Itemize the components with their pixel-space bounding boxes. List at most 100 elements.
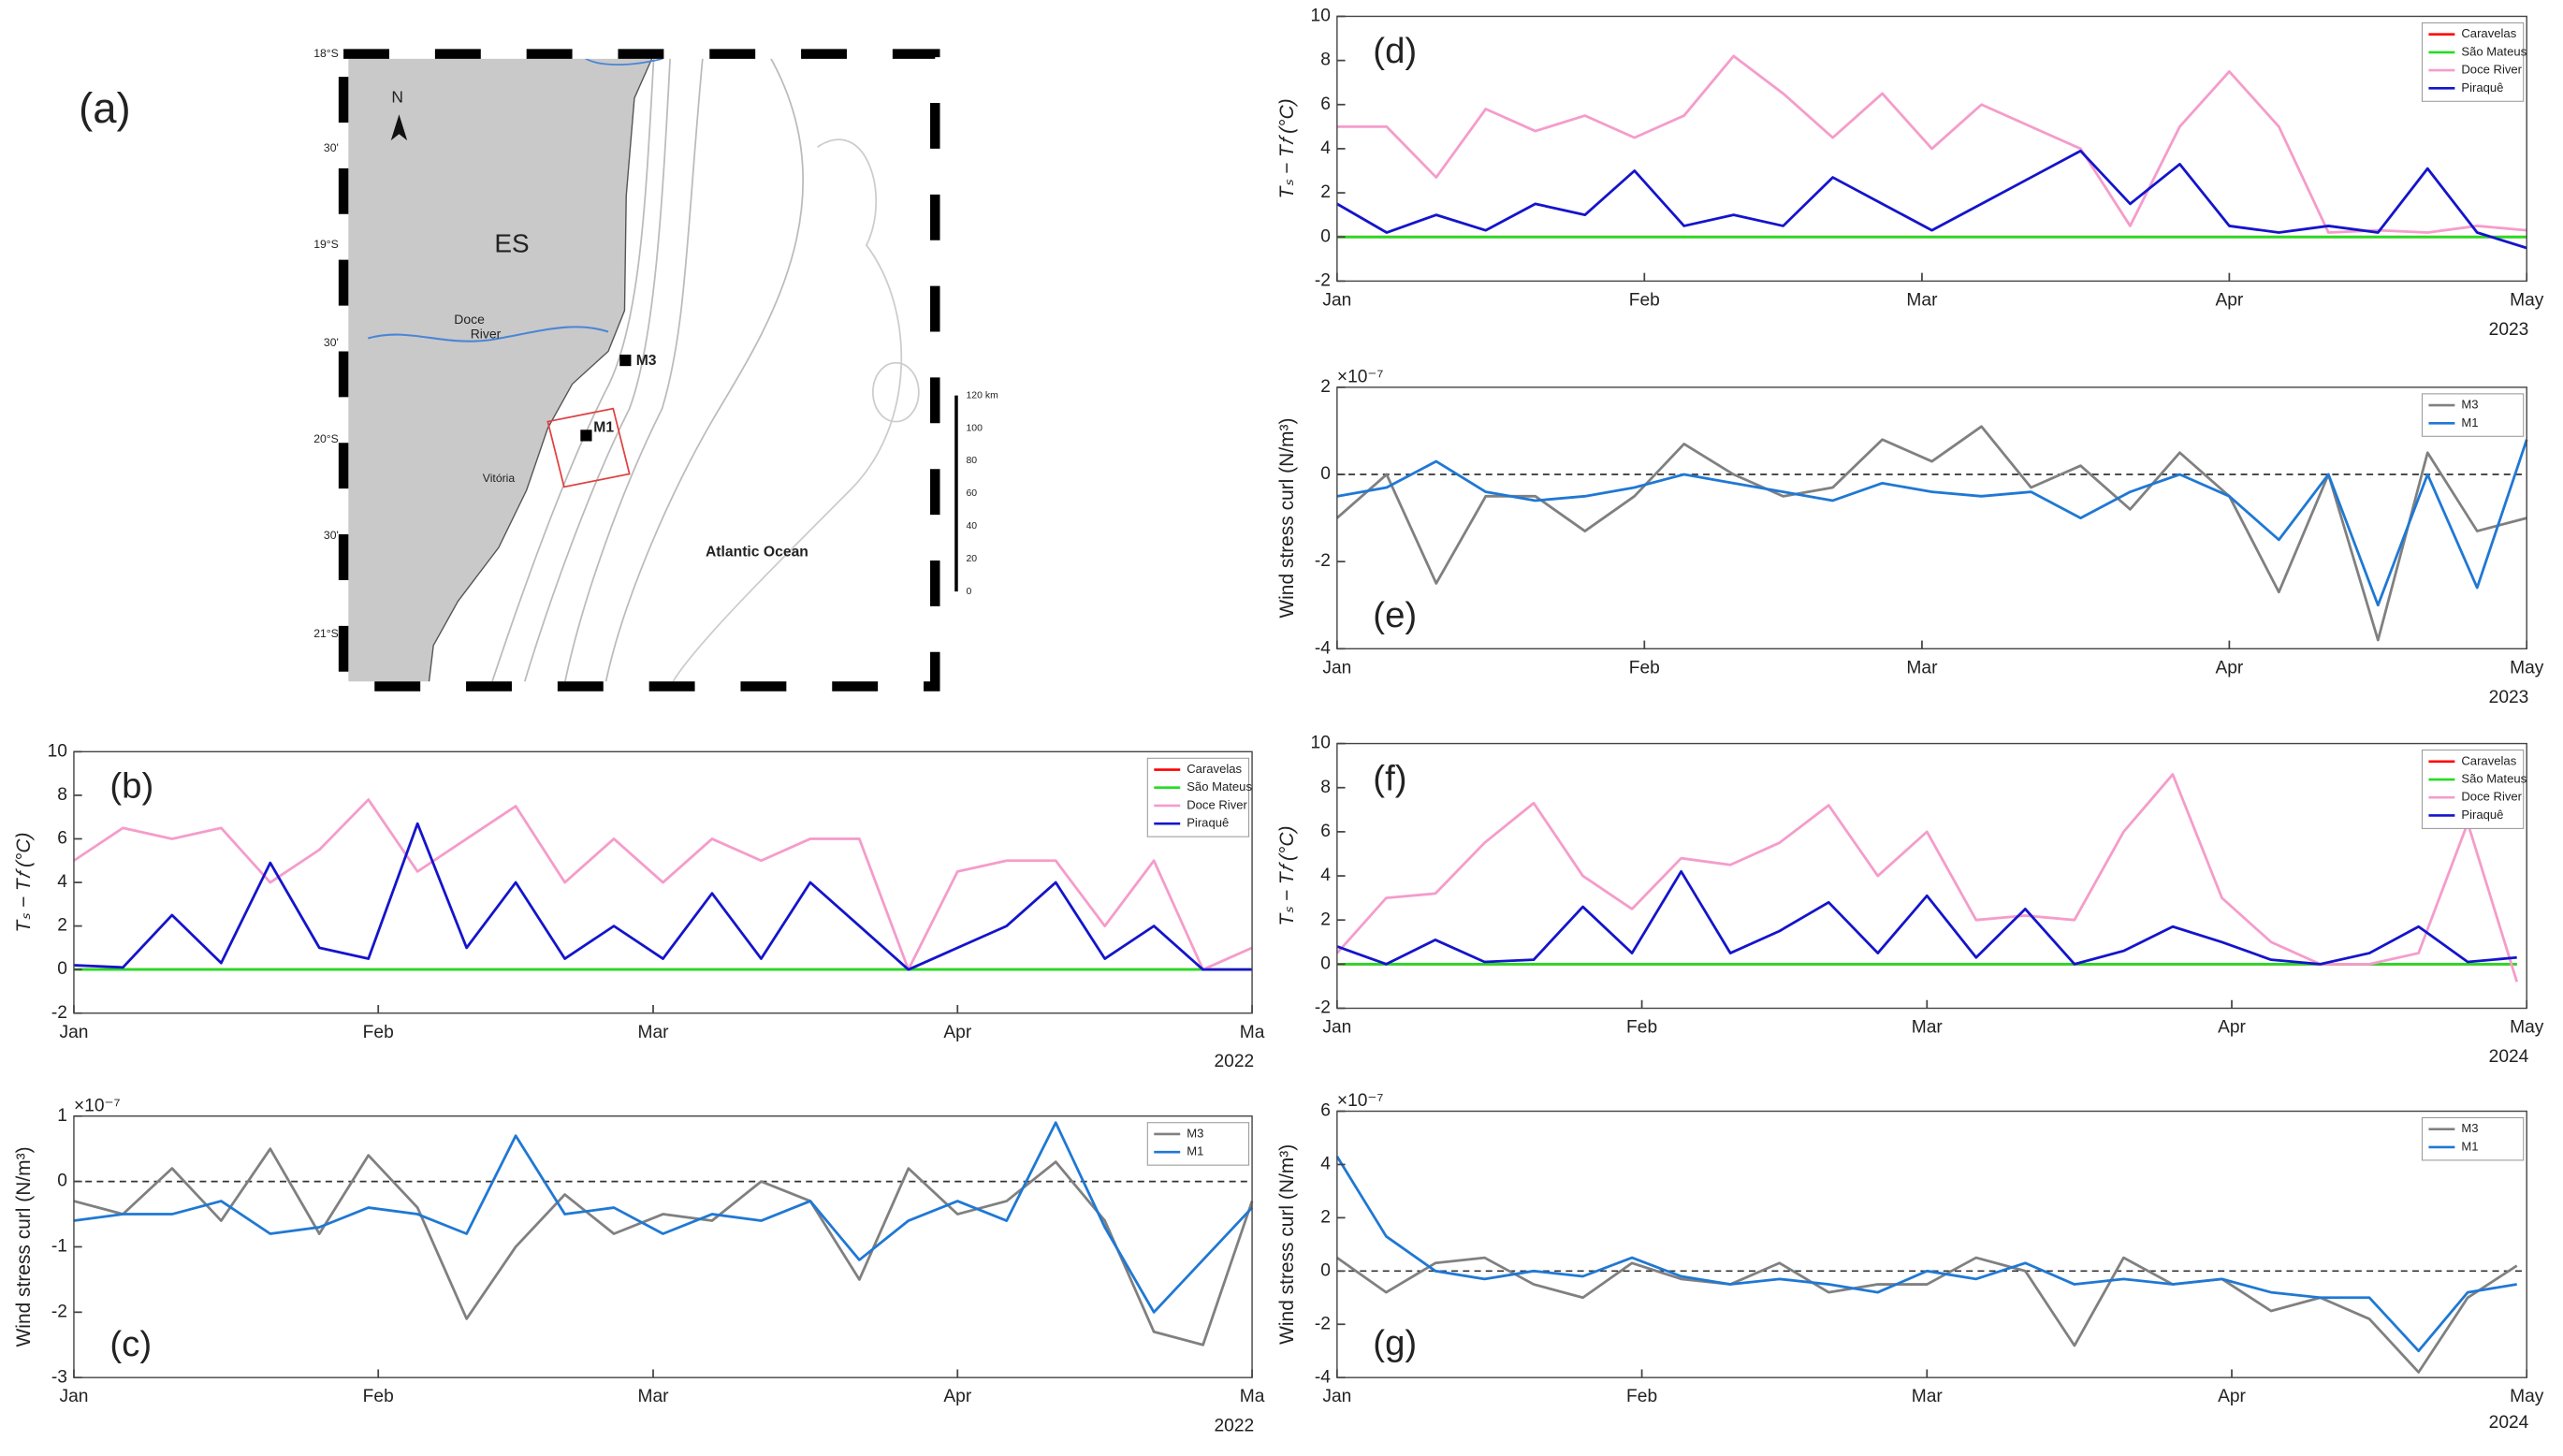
x-tick-label: Feb <box>363 1387 394 1406</box>
year-label: 2024 <box>2489 1047 2529 1067</box>
x-tick-label: Feb <box>1626 1018 1657 1038</box>
legend-label: M1 <box>2461 1139 2478 1153</box>
series-line <box>1336 54 2527 234</box>
x-tick-label: Mar <box>637 1387 669 1406</box>
chart-panel: -2 0 2 4 6 8 10 Jan Feb Mar Apr Ma 2022 (b) Tₛ − T𝑓 (°… <box>13 741 1265 1071</box>
year-label: 2023 <box>2489 688 2529 707</box>
series-line <box>1336 869 2517 966</box>
river <box>368 326 609 342</box>
scale-labels: 120 km 100 80 60 40 20 0 <box>966 390 998 597</box>
station-label: M3 <box>636 353 657 369</box>
series-line <box>1336 439 2528 607</box>
y-tick-label: 2 <box>1320 910 1331 929</box>
x-tick-label: Ma <box>1240 1387 1265 1406</box>
legend-box <box>2421 393 2525 437</box>
plot-area <box>1336 386 2527 649</box>
y-tick-label: 2 <box>57 916 67 936</box>
legend-label: São Mateus <box>1187 779 1252 794</box>
study-box <box>546 407 631 488</box>
year-label: 2023 <box>2489 320 2529 340</box>
x-tick-label: Apr <box>2218 1387 2246 1406</box>
y-axis-label: Wind stress curl (N/m³) <box>1276 1144 1298 1345</box>
y-tick-label: -4 <box>1315 638 1331 658</box>
y-tick-label: 8 <box>1320 778 1331 797</box>
north-label: N <box>391 87 403 106</box>
lat-label: 30' <box>324 141 339 154</box>
series-line <box>1336 149 2527 250</box>
series-line <box>73 1147 1254 1347</box>
x-tick-label: Feb <box>1626 1387 1657 1406</box>
plot-frame <box>1336 386 2527 650</box>
legend-label: M3 <box>2461 398 2478 412</box>
y-axis-label: Wind stress curl (N/m³) <box>1276 418 1298 619</box>
station-marker <box>619 354 632 367</box>
y-axis-label: Tₛ − T𝑓 (°C) <box>1276 826 1298 926</box>
legend-label: Piraquê <box>2461 80 2503 95</box>
scale-label: 120 km <box>966 390 998 400</box>
chart-panel: -2 0 2 4 6 8 10 Jan Feb Mar Apr May 2024 (f) Tₛ − T𝑓 (… <box>1276 734 2544 1067</box>
river-label: Doce <box>454 312 485 327</box>
x-tick-label: Jan <box>1322 658 1351 677</box>
x-tick-label: Mar <box>1912 1387 1944 1406</box>
legend-label: Caravelas <box>1187 762 1242 776</box>
y-tick-label: -2 <box>51 1302 67 1321</box>
x-tick-label: Apr <box>943 1023 971 1042</box>
y-tick-label: 6 <box>1320 1101 1331 1121</box>
lat-labels: 18°S 30' 19°S 30' 20°S 30' 21°S <box>313 47 339 640</box>
region-label: ES <box>494 228 529 257</box>
station-label: M1 <box>593 420 614 436</box>
panel-label: (d) <box>1373 31 1417 71</box>
contour <box>489 53 655 687</box>
contour <box>522 53 672 687</box>
y-axis-exponent: ×10⁻⁷ <box>1337 367 1384 386</box>
panel-label: (a) <box>79 84 130 132</box>
river-label: River <box>471 327 502 342</box>
panel-label: (b) <box>109 766 153 807</box>
x-tick-label: May <box>2510 658 2544 677</box>
lat-label: 20°S <box>313 432 339 445</box>
y-tick-label: 4 <box>1320 866 1331 885</box>
y-tick-label: 10 <box>1311 734 1331 753</box>
y-tick-label: -2 <box>1315 551 1331 571</box>
y-tick-label: 2 <box>1320 182 1331 202</box>
plot-frame <box>1336 1110 2527 1378</box>
panel-label: (e) <box>1373 595 1417 635</box>
legend-label: Doce River <box>2461 63 2522 77</box>
x-tick-label: Jan <box>59 1387 88 1406</box>
y-tick-label: 6 <box>57 829 67 849</box>
lat-label: 18°S <box>313 47 339 60</box>
contour <box>604 53 805 687</box>
map-frame <box>338 49 940 692</box>
legend-label: Caravelas <box>2461 753 2516 767</box>
x-tick-label: Mar <box>1906 290 1938 310</box>
y-tick-label: 0 <box>57 959 67 979</box>
legend-label: Doce River <box>2461 790 2522 804</box>
y-tick-label: -2 <box>1315 998 1331 1018</box>
legend-box <box>2421 1116 2525 1161</box>
y-tick-label: -2 <box>51 1003 67 1023</box>
scale-label: 20 <box>966 554 977 564</box>
y-tick-label: 0 <box>57 1172 67 1191</box>
plot-area <box>1336 743 2527 1009</box>
y-tick-label: 10 <box>1311 7 1331 26</box>
y-tick-label: 4 <box>1320 1155 1331 1174</box>
lat-label: 21°S <box>313 627 339 640</box>
panel-label: (f) <box>1373 758 1406 798</box>
y-axis-label: Tₛ − T𝑓 (°C) <box>1276 98 1298 198</box>
x-tick-label: Ma <box>1240 1023 1265 1042</box>
x-tick-label: Mar <box>1912 1018 1944 1038</box>
y-tick-label: 10 <box>48 741 67 761</box>
panel-label: (g) <box>1373 1323 1417 1363</box>
y-tick-label: -4 <box>1315 1367 1331 1387</box>
y-tick-label: 6 <box>1320 95 1331 114</box>
y-tick-label: -2 <box>1315 270 1331 290</box>
scale-label: 80 <box>966 456 977 466</box>
y-axis-exponent: ×10⁻⁷ <box>1337 1091 1384 1111</box>
y-tick-label: 4 <box>57 872 67 892</box>
scale-label: 0 <box>966 587 971 597</box>
contour <box>562 53 705 687</box>
chart-panel: -4 -2 0 2 4 6 Jan Feb Mar Apr May 2024 (g) Wind stres… <box>1276 1091 2544 1433</box>
map-land <box>342 52 655 688</box>
chart-panel: -3 -2 -1 0 1 Jan Feb Mar Apr Ma 2022 (c) Wind stress… <box>13 1096 1265 1435</box>
